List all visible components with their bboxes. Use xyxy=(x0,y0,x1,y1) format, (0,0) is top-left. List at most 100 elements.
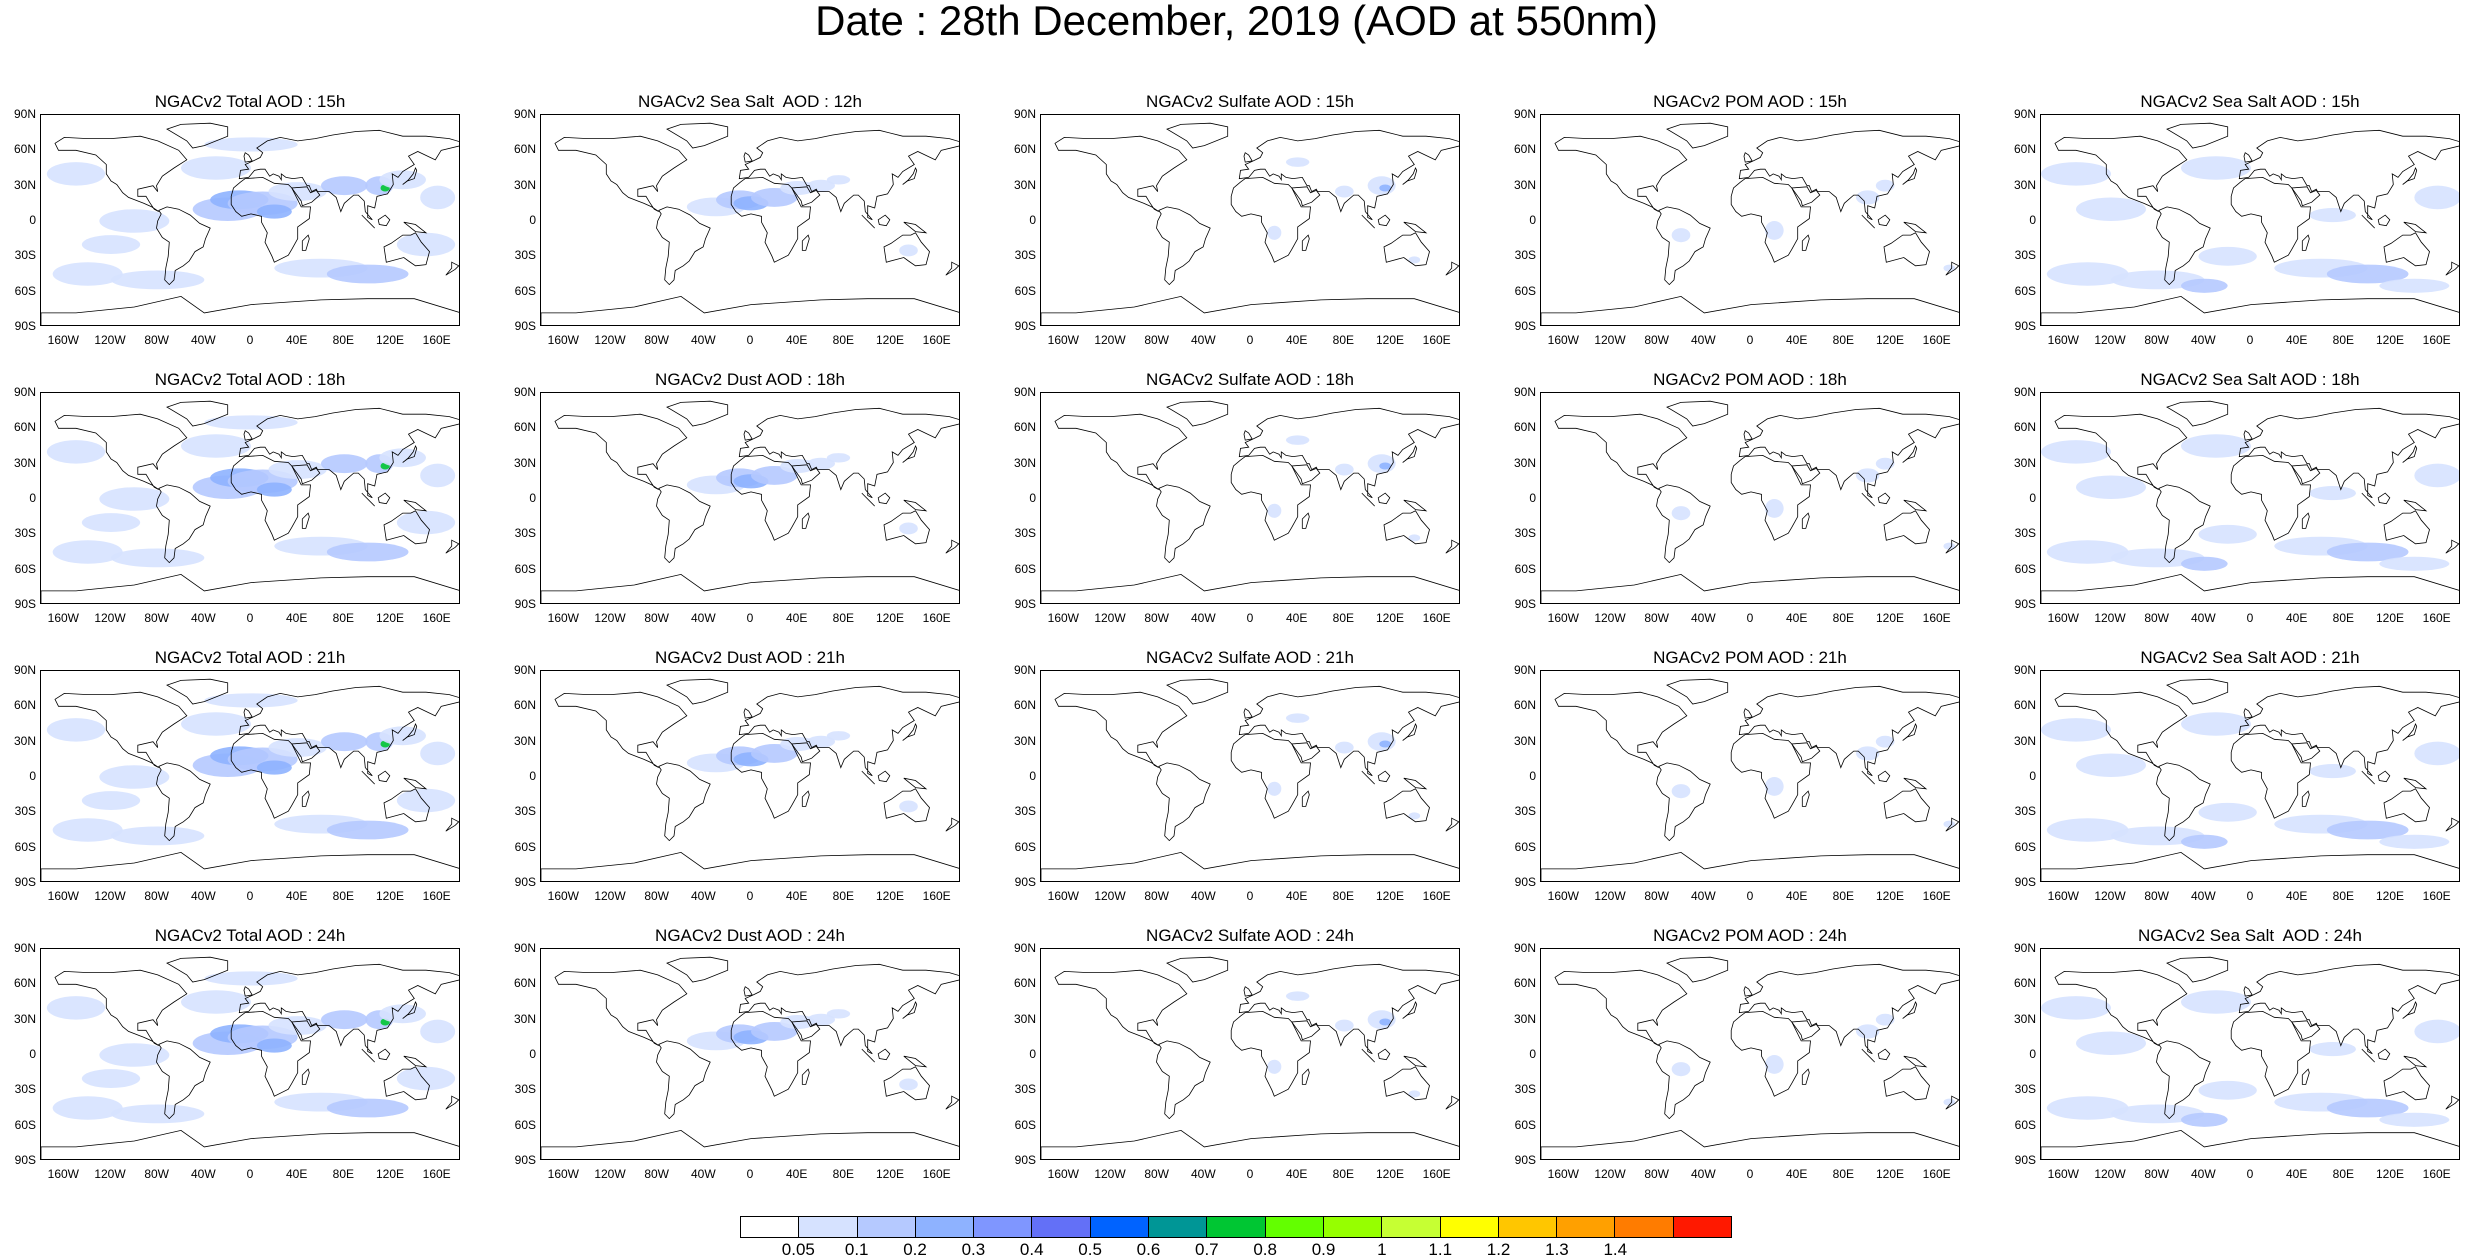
coastline xyxy=(2291,1020,2321,1041)
lat-tick-label: 60N xyxy=(1513,976,1536,991)
coastline xyxy=(945,261,959,276)
coastline xyxy=(2403,1055,2428,1068)
lat-tick-label: 30S xyxy=(1514,248,1536,263)
coastline xyxy=(445,817,459,832)
aod-field xyxy=(1856,190,1880,205)
coastline xyxy=(1054,413,1188,490)
aod-field xyxy=(1379,462,1391,470)
lat-tick-label: 0 xyxy=(1529,1047,1536,1061)
coastline xyxy=(945,539,959,554)
map-panel: NGACv2 Sea Salt AOD : 15h 90N 60N 30N 0 30S 60… xyxy=(2014,92,2460,362)
coastline xyxy=(2383,510,2430,545)
coastline xyxy=(1945,817,1959,832)
aod-field xyxy=(52,262,123,286)
aod-field xyxy=(1875,1013,1895,1026)
lat-tick-label: 30S xyxy=(1014,526,1036,541)
coastline xyxy=(291,742,321,763)
lon-tick-label: 80E xyxy=(332,1167,354,1181)
aod-field xyxy=(1943,264,1956,272)
coastline xyxy=(1238,129,1459,221)
lon-tick-label: 160E xyxy=(2422,1167,2451,1181)
lat-tick-label: 90S xyxy=(514,597,536,611)
coastline xyxy=(738,963,959,1055)
lon-tick-label: 120W xyxy=(94,333,126,347)
lat-tick-label: 90N xyxy=(513,107,536,121)
lat-tick-label: 30S xyxy=(14,1082,36,1097)
lon-tick-label: 40W xyxy=(2190,1167,2216,1181)
coastline xyxy=(1554,135,1688,212)
coastline xyxy=(730,176,811,263)
lon-tick-label: 80E xyxy=(1332,333,1354,347)
lat-tick-label: 30S xyxy=(514,526,536,541)
coastline xyxy=(554,413,688,490)
lat-tick-label: 30N xyxy=(513,733,536,748)
aod-field xyxy=(2326,1098,2409,1118)
lon-tick-label: 40E xyxy=(1285,1167,1308,1181)
coastline xyxy=(2238,407,2459,499)
coastline xyxy=(1243,708,1253,719)
lat-tick-label: 30S xyxy=(2014,248,2036,263)
colorbar-cell xyxy=(1673,1217,1732,1237)
coastline xyxy=(1054,691,1188,768)
coastline xyxy=(1656,1040,1711,1120)
lon-tick-label: 160W xyxy=(1547,333,1580,347)
aod-field xyxy=(46,440,106,464)
lat-tick-label: 60S xyxy=(1514,839,1536,854)
coastline xyxy=(166,678,229,705)
colorbar-tick-label: 0.6 xyxy=(1136,1240,1161,1259)
lon-tick-label: 80W xyxy=(1644,889,1669,903)
colorbar-cell xyxy=(974,1217,1033,1237)
lat-tick-label: 90S xyxy=(2014,1153,2036,1167)
map-panel: NGACv2 Total AOD : 24h 90N 60N 30N 0 30S 60S 90… xyxy=(14,926,460,1196)
lon-tick-label: 80W xyxy=(1644,333,1669,347)
coastline xyxy=(877,770,891,783)
coastline xyxy=(2230,1010,2311,1097)
lat-tick-label: 60N xyxy=(513,976,536,991)
lat-tick-label: 60S xyxy=(14,839,36,854)
panel-title: NGACv2 Dust AOD : 21h xyxy=(655,648,845,667)
coastline xyxy=(41,851,459,881)
lon-tick-label: 120E xyxy=(2375,1167,2405,1181)
aod-field xyxy=(396,510,456,535)
lon-tick-label: 160E xyxy=(922,889,951,903)
coastline xyxy=(801,1068,810,1085)
coastline xyxy=(2291,464,2321,485)
lon-tick-label: 80E xyxy=(832,611,854,625)
lon-tick-label: 80E xyxy=(2332,1167,2354,1181)
aod-field xyxy=(826,1009,851,1019)
aod-field xyxy=(1267,781,1282,796)
coastline xyxy=(738,129,959,221)
map-canvas xyxy=(1041,400,1459,603)
lat-tick-label: 90N xyxy=(513,941,536,955)
lat-tick-label: 60S xyxy=(514,1117,536,1132)
aod-field xyxy=(379,1004,426,1024)
coastline xyxy=(301,1068,310,1085)
lon-tick-label: 120W xyxy=(1594,611,1626,625)
coastline xyxy=(1301,234,1310,251)
map-panel: NGACv2 Sulfate AOD : 24h 90N 60N 30N 0 30S 60S… xyxy=(1014,926,1460,1196)
lon-tick-label: 120W xyxy=(2094,1167,2126,1181)
coastline xyxy=(902,723,918,741)
coastline xyxy=(2403,221,2428,234)
lon-tick-label: 120W xyxy=(94,611,126,625)
lat-tick-label: 60S xyxy=(2014,839,2036,854)
coastline xyxy=(1377,214,1391,227)
coastline xyxy=(54,135,188,212)
map-frame xyxy=(2040,948,2460,1160)
coastline xyxy=(2377,214,2391,227)
coastline xyxy=(2402,723,2418,741)
coastline xyxy=(1156,1040,1211,1120)
coastline xyxy=(54,413,188,490)
aod-field xyxy=(1856,468,1880,483)
lat-tick-label: 60S xyxy=(514,561,536,576)
coastline xyxy=(1743,708,1753,719)
lon-tick-label: 120W xyxy=(594,611,626,625)
aod-field xyxy=(2309,1042,2356,1057)
coastline xyxy=(1403,1055,1428,1068)
aod-field xyxy=(2326,542,2409,562)
lat-tick-label: 60S xyxy=(514,283,536,298)
map-frame xyxy=(2040,114,2460,326)
lon-tick-label: 120E xyxy=(875,1167,905,1181)
lat-tick-label: 0 xyxy=(2029,769,2036,783)
map-frame xyxy=(1040,670,1460,882)
